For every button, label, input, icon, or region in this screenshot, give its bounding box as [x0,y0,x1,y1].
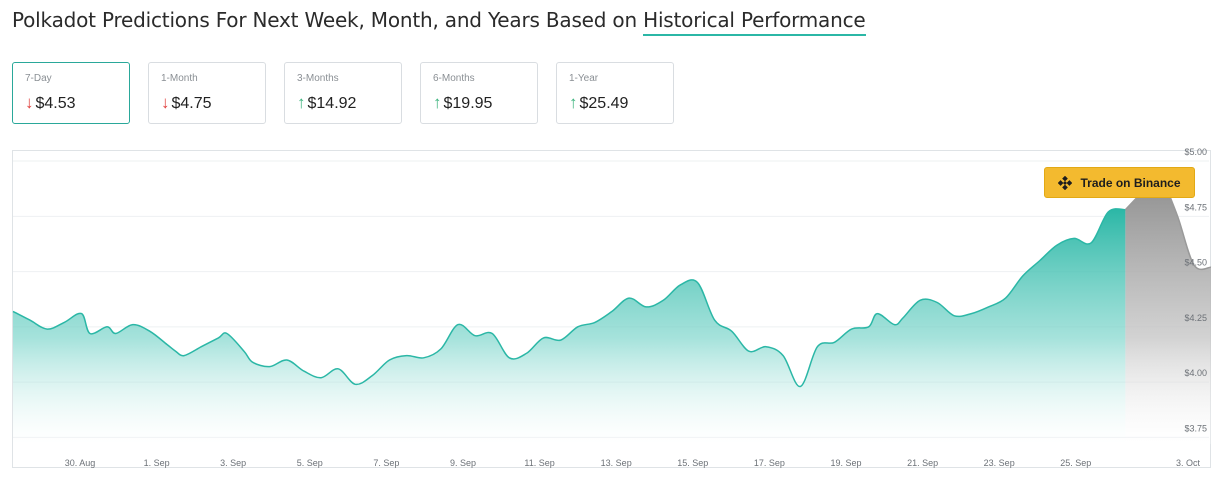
trade-button-label: Trade on Binance [1080,175,1181,190]
chart-series [12,177,1212,444]
card-1-month[interactable]: 1-Month ↓ $4.75 [148,62,266,124]
card-value: $25.49 [579,95,629,112]
arrow-up-icon: ↑ [569,93,578,112]
card-1-year[interactable]: 1-Year ↑ $25.49 [556,62,674,124]
x-tick-label: 21. Sep [907,458,938,468]
card-label: 1-Year [569,73,599,84]
trade-on-binance-button[interactable]: Trade on Binance [1044,167,1195,198]
x-tick-label: 30. Aug [65,458,96,468]
arrow-down-icon: ↓ [161,93,170,112]
historical-line [12,208,1126,388]
card-label: 3-Months [297,73,339,84]
x-tick-label: 1. Sep [144,458,170,468]
card-label: 6-Months [433,73,475,84]
card-7-day[interactable]: 7-Day ↓ $4.53 [12,62,130,124]
x-tick-label: 3. Oct [1176,458,1201,468]
x-tick-label: 19. Sep [830,458,861,468]
y-tick-label: $4.25 [1184,313,1207,323]
y-tick-label: $4.75 [1184,202,1207,212]
card-value: $4.75 [171,95,212,112]
page-title: Polkadot Predictions For Next Week, Mont… [12,8,866,36]
card-value: $4.53 [35,95,76,112]
x-tick-label: 9. Sep [450,458,476,468]
card-6-months[interactable]: 6-Months ↑ $19.95 [420,62,538,124]
historical-performance-link[interactable]: Historical Performance [643,8,866,36]
binance-icon [1058,175,1073,190]
card-label: 7-Day [25,73,52,84]
card-value: $19.95 [443,95,493,112]
x-tick-label: 25. Sep [1060,458,1091,468]
arrow-up-icon: ↑ [297,93,306,112]
x-tick-label: 15. Sep [677,458,708,468]
x-tick-label: 11. Sep [524,458,554,468]
page-title-prefix: Polkadot Predictions For Next Week, Mont… [12,8,637,32]
historical-area [13,208,1126,444]
x-tick-label: 3. Sep [220,458,246,468]
arrow-down-icon: ↓ [25,93,34,112]
x-tick-label: 17. Sep [754,458,785,468]
x-axis: 30. Aug 1. Sep 3. Sep 5. Sep 7. Sep 9. Sep 11.… [65,458,1201,468]
y-tick-label: $4.00 [1184,368,1207,378]
card-3-months[interactable]: 3-Months ↑ $14.92 [284,62,402,124]
x-tick-label: 5. Sep [297,458,323,468]
y-tick-label: $3.75 [1184,423,1207,433]
y-axis: $5.00 $4.75 $4.50 $4.25 $4.00 $3.75 [1184,147,1207,433]
x-tick-label: 7. Sep [373,458,399,468]
card-label: 1-Month [161,73,198,84]
prediction-area [1125,178,1211,444]
y-tick-label: $4.50 [1184,258,1207,268]
y-tick-label: $5.00 [1184,147,1207,157]
arrow-up-icon: ↑ [433,93,442,112]
x-tick-label: 13. Sep [601,458,632,468]
x-tick-label: 23. Sep [984,458,1015,468]
card-value: $14.92 [307,95,357,112]
